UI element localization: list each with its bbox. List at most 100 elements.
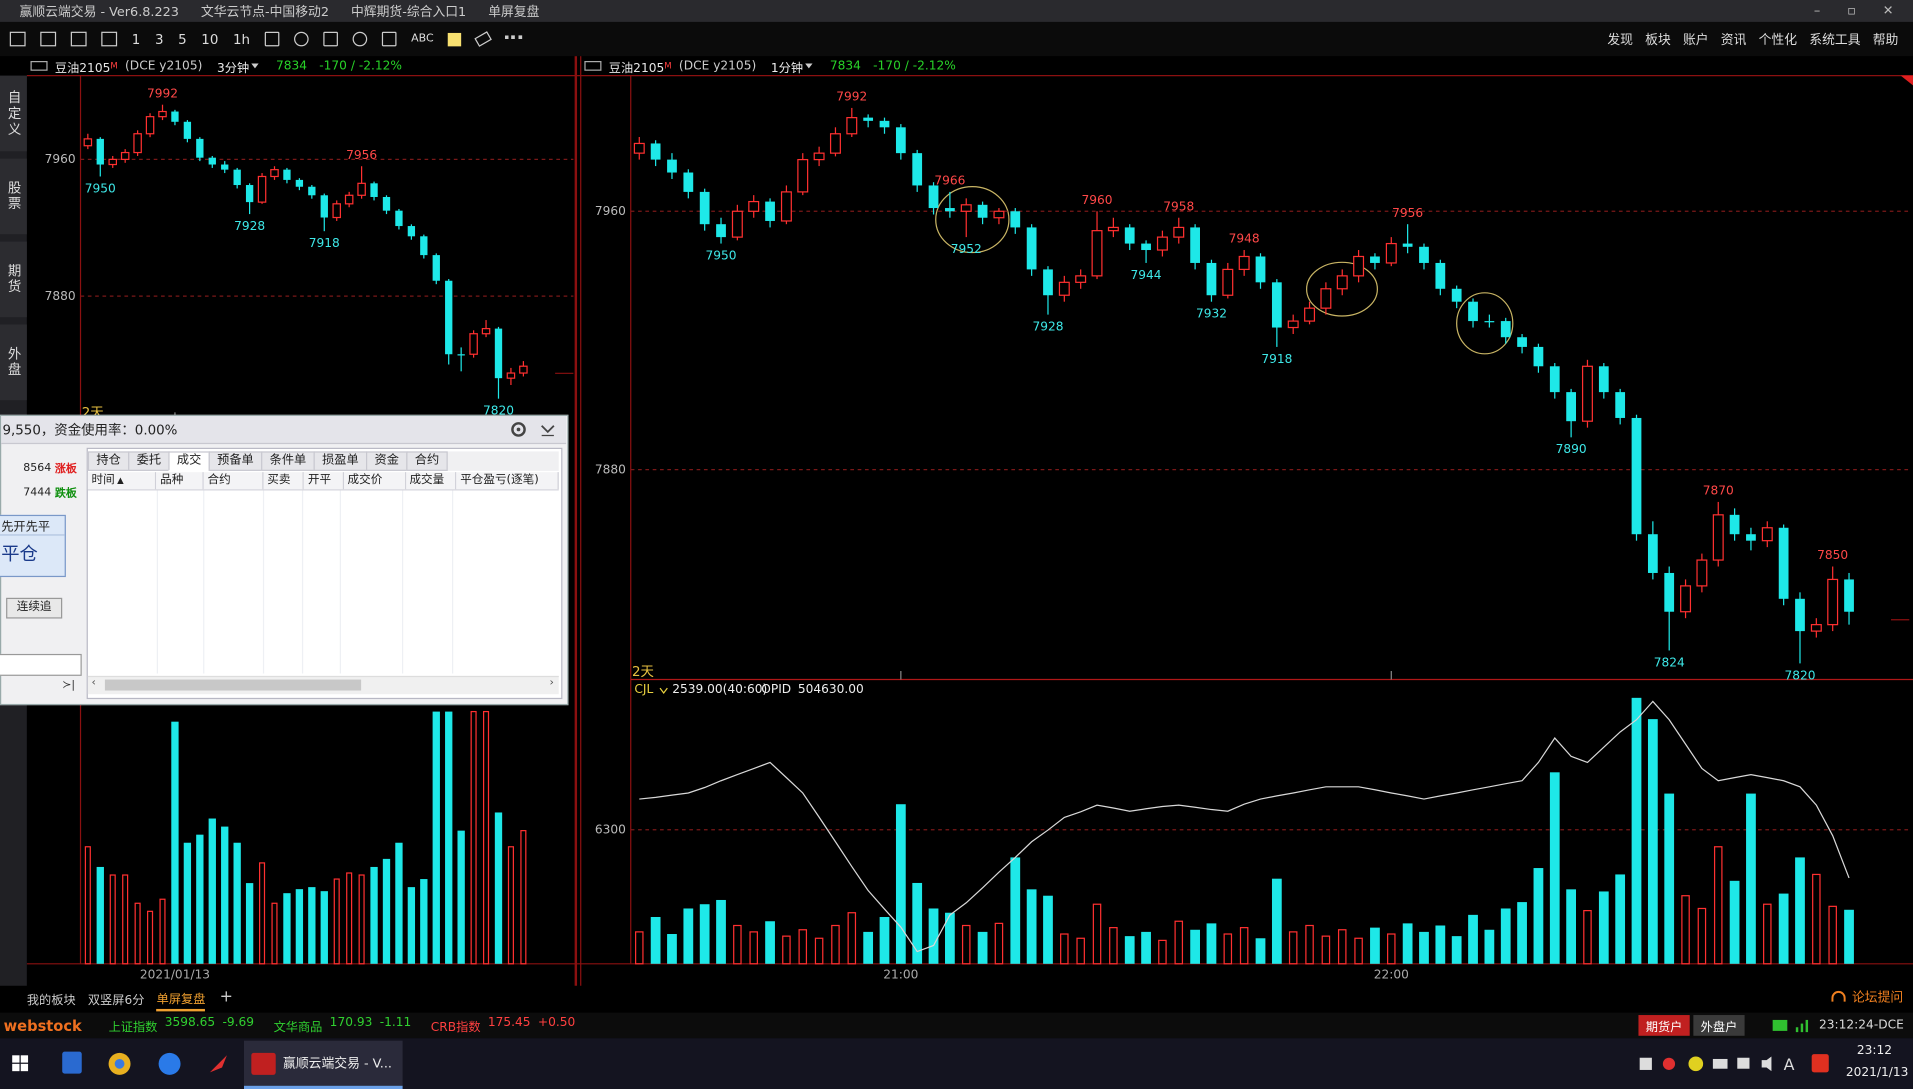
volume-bar: [1255, 938, 1266, 964]
tool-icon[interactable]: [70, 31, 87, 47]
headset-icon: [1831, 990, 1846, 1002]
scroll-right[interactable]: ›: [549, 677, 554, 690]
extreme-label: 7966: [934, 174, 965, 188]
expand-icon[interactable]: ≻|: [62, 679, 76, 692]
draw-tool[interactable]: [264, 31, 280, 47]
extreme-label: 7950: [706, 248, 737, 262]
chase-button[interactable]: 连续追: [6, 597, 63, 619]
tool-icon[interactable]: [9, 31, 26, 47]
period-dropdown[interactable]: [805, 63, 813, 69]
side-tab[interactable]: 自定义: [0, 75, 27, 152]
sheet-tab[interactable]: 我的板块: [26, 993, 76, 1008]
settings-icon[interactable]: [510, 421, 527, 438]
text-tool[interactable]: ABC: [411, 32, 434, 46]
side-tab[interactable]: 外盘: [0, 324, 27, 401]
corner-marker: [1900, 75, 1913, 86]
sheet-tab[interactable]: 双竖屏6分: [87, 993, 145, 1008]
column-title: 成交价: [347, 473, 383, 487]
column-header: 时间 ▲: [87, 472, 157, 490]
period-button[interactable]: 1: [131, 31, 141, 47]
sheet-tab[interactable]: 单屏复盘: [156, 985, 206, 1011]
table-tab[interactable]: 成交: [168, 451, 210, 471]
menu-item[interactable]: 资讯: [1720, 32, 1747, 47]
contract: (DCE y2105): [678, 59, 757, 73]
column-title: 平仓盈亏(逐笔): [460, 473, 539, 487]
candle-body: [257, 175, 267, 203]
volume-bar: [457, 830, 465, 964]
candle-body: [245, 185, 254, 203]
period-button[interactable]: 10: [201, 31, 219, 47]
ime-icon[interactable]: [1810, 1053, 1830, 1075]
candle-body: [1746, 534, 1756, 541]
color-tool[interactable]: [448, 32, 462, 46]
input-box[interactable]: [0, 653, 82, 676]
task-title[interactable]: 赢顺云端交易 - V...: [283, 1056, 393, 1072]
tool-icon[interactable]: [40, 31, 57, 47]
draw-tool[interactable]: [294, 31, 309, 47]
menu-item[interactable]: 账户: [1682, 32, 1709, 47]
candle-body: [1336, 275, 1348, 290]
index-change: -1.11: [379, 1016, 412, 1030]
table-tab[interactable]: 损盈单: [313, 451, 368, 471]
trade-table: 持仓 委托 成交 预备单 条件单 损盈单 资金 合约 时间 ▲ 品种 合约 买卖 开平 成交价 成交量 平仓盈…: [86, 447, 563, 700]
app-icon[interactable]: [209, 1055, 227, 1073]
scrollbar[interactable]: ‹ ›: [87, 675, 559, 695]
column-header: 平仓盈亏(逐笔): [456, 472, 559, 490]
close-button[interactable]: 平仓: [1, 542, 38, 565]
symbol: 豆油2105: [54, 61, 111, 76]
side-tab[interactable]: 期货: [0, 241, 27, 318]
candle-body: [829, 133, 841, 154]
limit-up-price: 8564: [23, 461, 52, 474]
side-tab[interactable]: 股票: [0, 158, 27, 235]
draw-tool[interactable]: [352, 31, 368, 47]
volume-bar: [1190, 929, 1200, 964]
candle-body: [813, 152, 825, 161]
table-tab[interactable]: 合约: [406, 451, 448, 471]
candle-body: [1810, 624, 1822, 632]
extreme-label: 7918: [309, 236, 340, 250]
scroll-left[interactable]: ‹: [91, 677, 96, 690]
forum-link[interactable]: 论坛提问: [1830, 988, 1903, 1006]
candle-body: [960, 204, 972, 212]
tool-icon[interactable]: [101, 31, 118, 47]
candle-body: [1107, 226, 1119, 232]
period-dropdown[interactable]: [251, 63, 259, 69]
menu-item[interactable]: 板块: [1645, 32, 1671, 47]
more-tool[interactable]: [505, 35, 523, 42]
draw-tool[interactable]: [381, 31, 397, 47]
candle-body: [1124, 227, 1135, 244]
period-button[interactable]: 3: [154, 31, 164, 47]
table-tab[interactable]: 资金: [366, 451, 408, 471]
collapse-icon[interactable]: [539, 421, 556, 438]
column-title: 成交量: [409, 473, 445, 487]
table-tab[interactable]: 持仓: [87, 451, 130, 471]
candle-body: [1271, 282, 1282, 328]
table-tab[interactable]: 条件单: [261, 451, 315, 471]
candle-body: [1712, 514, 1724, 561]
candle-body: [1091, 230, 1103, 277]
table-tab[interactable]: 委托: [128, 451, 170, 471]
menu-item[interactable]: 帮助: [1872, 32, 1899, 47]
forum-text[interactable]: 论坛提问: [1851, 990, 1904, 1006]
volume-bar: [961, 924, 971, 965]
period[interactable]: 1分钟: [770, 61, 804, 76]
app-icon[interactable]: [62, 1051, 82, 1074]
account-button[interactable]: 期货户: [1638, 1015, 1690, 1036]
scroll-thumb[interactable]: [104, 679, 362, 691]
volume-bar: [159, 898, 166, 965]
candle-body: [1026, 227, 1037, 270]
menu-item[interactable]: 个性化: [1758, 32, 1798, 47]
draw-tool[interactable]: [323, 31, 338, 47]
account-button[interactable]: 外盘户: [1693, 1015, 1745, 1036]
menu-item[interactable]: 系统工具: [1809, 32, 1861, 47]
close-box[interactable]: 先开先平 平仓: [0, 514, 66, 578]
app-icon[interactable]: [158, 1052, 181, 1075]
period-button[interactable]: 5: [178, 31, 187, 47]
window-controls[interactable]: –▫✕: [1813, 3, 1913, 19]
add-tab[interactable]: +: [219, 988, 233, 1007]
table-tab[interactable]: 预备单: [208, 451, 263, 471]
eraser-tool[interactable]: [474, 31, 493, 47]
menu-item[interactable]: 发现: [1607, 32, 1633, 47]
period-button[interactable]: 1h: [233, 31, 251, 47]
period[interactable]: 3分钟: [216, 61, 250, 76]
